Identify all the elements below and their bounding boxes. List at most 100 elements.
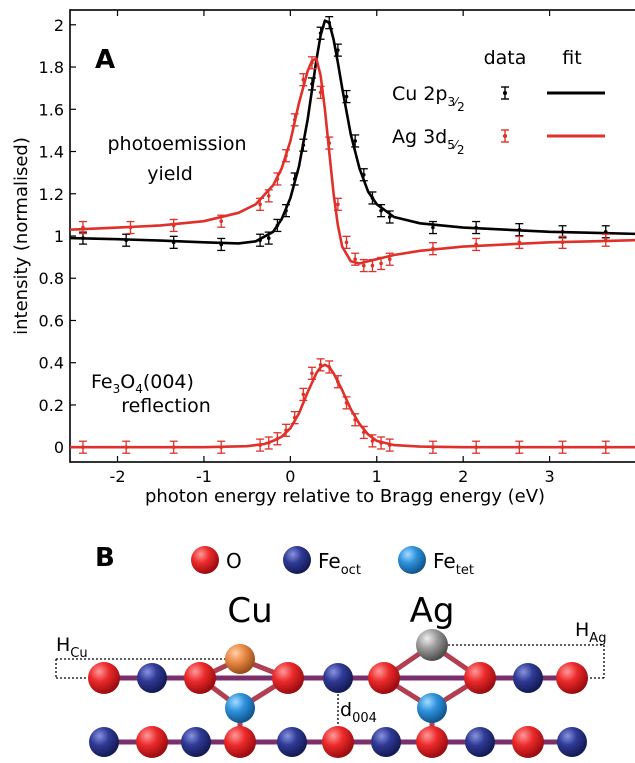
panel-a: -2 -1 0 1 2 3 00.20.40.60.811.21.41.61.82 A p… xyxy=(11,9,635,507)
data-point xyxy=(217,237,226,252)
legend-ag-sub2: 2 xyxy=(457,143,465,157)
bottom-layer-atoms xyxy=(89,726,587,758)
atom-fe-oct xyxy=(89,727,119,757)
data-point xyxy=(325,136,334,150)
data-point xyxy=(368,258,377,273)
data-point xyxy=(282,423,291,437)
data-point xyxy=(169,440,178,454)
atom-fe-oct xyxy=(557,727,587,757)
data-point xyxy=(558,440,567,454)
data-point xyxy=(472,220,481,235)
data-point xyxy=(515,440,524,454)
x-tick-label: 3 xyxy=(544,467,554,486)
o-subscript: 4 xyxy=(135,382,143,396)
x-tick-label: 1 xyxy=(372,467,382,486)
data-point xyxy=(377,436,386,450)
fit-line xyxy=(70,57,635,265)
legend-feoct-label: Feoct xyxy=(318,549,361,578)
data-point xyxy=(307,77,316,91)
atom-o xyxy=(88,662,120,694)
legend-cu-sub2: 2 xyxy=(457,100,465,114)
data-point xyxy=(256,233,265,247)
data-point xyxy=(472,237,481,252)
data-point xyxy=(290,172,299,186)
data-point xyxy=(351,413,360,427)
atom-o xyxy=(136,726,168,758)
legend-entry-cu: Cu 2p3⁄2 xyxy=(392,83,465,114)
atom-o xyxy=(224,726,256,758)
legend-fetet-label: Fetet xyxy=(433,549,474,578)
atom-o xyxy=(464,662,496,694)
data-point xyxy=(264,189,273,203)
y-tick-label: 1.4 xyxy=(39,143,64,162)
data-point xyxy=(377,204,386,218)
data-point xyxy=(333,197,342,211)
y-axis-label: intensity (normalised) xyxy=(11,137,32,335)
atom-fe-oct xyxy=(371,727,401,757)
data-point xyxy=(122,233,131,247)
annotation-reflection: reflection xyxy=(121,395,211,417)
x-tick-label: 0 xyxy=(285,467,295,486)
atom-fe-oct xyxy=(513,663,543,693)
atom-fe-oct xyxy=(465,727,495,757)
x-tick-label: -2 xyxy=(110,467,126,486)
data-point xyxy=(325,360,334,374)
atom-o xyxy=(184,662,216,694)
data-point xyxy=(256,197,265,211)
annotation-reflection-title: Fe3O4(004) xyxy=(91,371,194,396)
legend-o-label: O xyxy=(226,549,242,573)
data-point xyxy=(428,440,437,454)
data-point xyxy=(78,220,87,235)
y-tick-label: 1.6 xyxy=(39,100,64,119)
atom-fe-oct xyxy=(277,727,307,757)
data-point xyxy=(217,440,226,454)
d004-label: d004 xyxy=(340,699,377,726)
annotation-yield: yield xyxy=(147,163,193,185)
y-tick-label: 1.8 xyxy=(39,58,64,77)
data-point xyxy=(428,220,437,235)
atom-ag xyxy=(416,629,448,661)
atom-o xyxy=(272,662,304,694)
data-point xyxy=(428,242,437,256)
data-point xyxy=(368,191,377,205)
atom-o xyxy=(416,726,448,758)
data-point xyxy=(342,396,351,410)
data-point xyxy=(273,218,282,233)
data-series xyxy=(78,16,610,252)
legend-fetet-atom xyxy=(398,546,426,574)
data-point xyxy=(299,73,308,87)
y-tick-label: 1.2 xyxy=(39,185,64,204)
h-cu-label: HCu xyxy=(56,634,88,661)
atom-fe-tet xyxy=(225,693,255,723)
data-point xyxy=(359,425,368,440)
data-point xyxy=(307,56,316,70)
data-point xyxy=(333,43,342,57)
legend-ag-sub1: 5 xyxy=(447,138,455,152)
data-point xyxy=(558,235,567,249)
legend-entry-ag: Ag 3d5⁄2 xyxy=(392,126,465,157)
hkl-text: (004) xyxy=(143,371,194,393)
fe-text: Fe xyxy=(91,371,113,393)
annotation-photoemission: photoemission xyxy=(107,133,246,155)
data-point xyxy=(325,16,334,30)
data-point xyxy=(290,410,299,425)
data-point xyxy=(601,440,610,454)
atom-fe-oct xyxy=(181,727,211,757)
data-point xyxy=(515,223,524,237)
y-axis-ticks: 0 0.2 0.4 0.6 0.8 1 1.2 1.4 1.6 1.8 2 xyxy=(39,16,76,457)
data-point xyxy=(217,214,226,228)
data-point xyxy=(515,235,524,249)
data-point xyxy=(342,89,351,104)
atom-o xyxy=(556,662,588,694)
data-point xyxy=(316,26,325,40)
data-point xyxy=(601,233,610,247)
data-point xyxy=(385,252,394,266)
data-point xyxy=(273,432,282,446)
data-point xyxy=(122,440,131,454)
legend-cu-sub1: 3 xyxy=(448,95,456,109)
legend-ag-slash: ⁄ xyxy=(452,138,460,152)
ag-label: Ag xyxy=(410,591,455,631)
data-point xyxy=(385,210,394,224)
data-series xyxy=(78,56,610,273)
top-layer-atoms xyxy=(88,629,588,723)
